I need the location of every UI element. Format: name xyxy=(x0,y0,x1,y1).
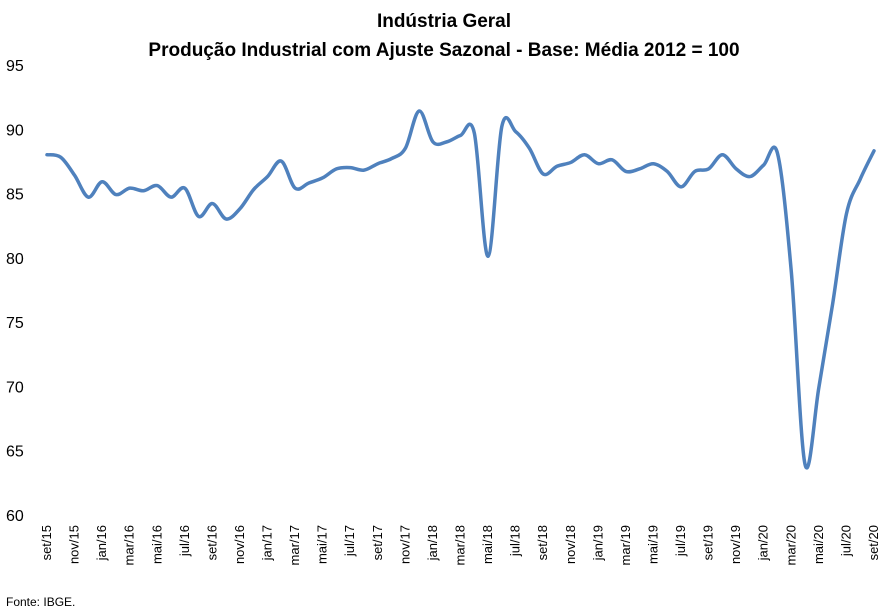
x-tick-label: mar/19 xyxy=(618,525,633,565)
y-tick-label: 80 xyxy=(6,251,24,268)
x-tick-label: nov/19 xyxy=(728,525,743,564)
x-tick-label: jan/18 xyxy=(425,525,440,561)
x-tick-label: jul/16 xyxy=(177,525,192,557)
x-tick-label: mar/17 xyxy=(287,525,302,565)
x-tick-label: jul/18 xyxy=(508,525,523,557)
x-tick-label: mar/20 xyxy=(783,525,798,565)
x-tick-label: nov/15 xyxy=(67,525,82,564)
x-tick-label: mai/17 xyxy=(315,525,330,564)
y-tick-label: 60 xyxy=(6,508,24,525)
x-tick-label: set/15 xyxy=(39,525,54,560)
x-tick-label: set/19 xyxy=(701,525,716,560)
x-tick-label: nov/18 xyxy=(563,525,578,564)
data-points xyxy=(45,109,876,467)
x-tick-label: set/16 xyxy=(204,525,219,560)
x-tick-label: mai/20 xyxy=(811,525,826,564)
x-tick-label: mai/16 xyxy=(149,525,164,564)
x-tick-label: jul/20 xyxy=(838,525,853,557)
x-tick-label: mar/18 xyxy=(453,525,468,565)
x-tick-label: set/18 xyxy=(535,525,550,560)
x-tick-label: jan/16 xyxy=(94,525,109,561)
y-axis: 60 65 70 75 80 85 90 95 xyxy=(6,58,24,525)
chart-subtitle: Produção Industrial com Ajuste Sazonal -… xyxy=(148,40,739,61)
x-tick-label: jan/17 xyxy=(260,525,275,561)
y-tick-label: 95 xyxy=(6,58,24,75)
x-axis: set/15 nov/15 jan/16 mar/16 mai/16 jul/16 set/… xyxy=(39,525,881,565)
x-tick-label: jan/19 xyxy=(590,525,605,561)
y-tick-label: 65 xyxy=(6,444,24,461)
y-tick-label: 90 xyxy=(6,122,24,139)
x-tick-label: nov/16 xyxy=(232,525,247,564)
x-tick-label: jan/20 xyxy=(756,525,771,561)
chart-title: Indústria Geral xyxy=(377,11,511,32)
y-tick-label: 70 xyxy=(6,379,24,396)
source-note: Fonte: IBGE. xyxy=(6,595,76,609)
x-tick-label: mai/19 xyxy=(645,525,660,564)
x-tick-label: jul/17 xyxy=(342,525,357,557)
x-tick-label: nov/17 xyxy=(397,525,412,564)
x-tick-label: mar/16 xyxy=(122,525,137,565)
y-tick-label: 85 xyxy=(6,187,24,204)
x-tick-label: set/20 xyxy=(866,525,881,560)
x-tick-label: set/17 xyxy=(370,525,385,560)
series-line xyxy=(45,109,876,470)
y-tick-label: 75 xyxy=(6,315,24,332)
x-tick-label: jul/19 xyxy=(673,525,688,557)
x-tick-label: mai/18 xyxy=(480,525,495,564)
